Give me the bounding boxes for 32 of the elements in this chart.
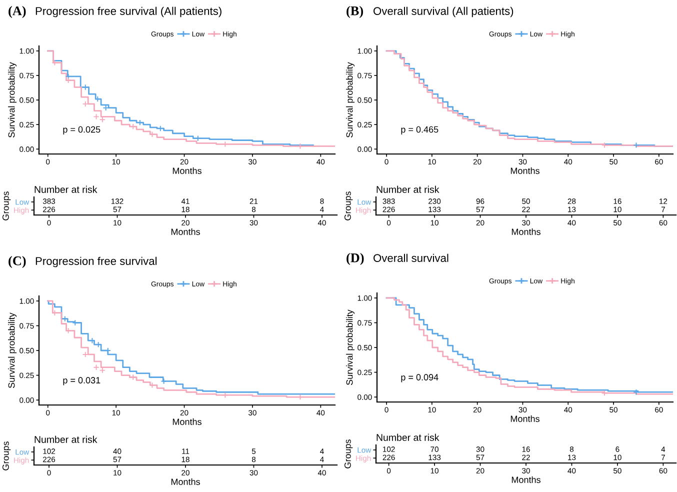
annotation: p = 0.094 [401,374,438,382]
x-axis-title: Months [171,478,200,485]
x-axis-title: Months [510,415,540,422]
annotation: p = 0.465 [401,126,438,134]
chart-title: Number at risk [376,186,440,193]
y-axis-title: Survival probability [8,62,16,138]
x-axis-title: Months [172,167,202,174]
y-axis-title: Survival probability [346,310,354,385]
x-axis-title: Months [172,418,202,425]
x-axis-title: Months [171,228,200,235]
x-axis-title: Months [510,167,540,174]
chart-title: Overall survival (All patients) [374,6,514,18]
y-axis-title: Groups [344,440,353,468]
chart-title: Number at risk [376,434,440,441]
x-axis-title: Months [512,228,540,235]
chart-title: Progression free survival [36,256,157,268]
chart-title: Overall survival [374,254,448,262]
y-axis-title: Groups [344,192,353,220]
chart-title: Progression free survival (All patients) [36,6,222,18]
annotation: p = 0.025 [63,126,100,134]
chart-title: Number at risk [34,186,98,193]
chart-title: Number at risk [34,436,98,443]
y-axis-title: Groups [2,192,11,220]
x-axis-title: Months [512,476,540,483]
text: (A) [8,6,26,18]
text: (B) [346,6,364,18]
text: (C) [8,256,26,268]
annotation: p = 0.031 [63,377,100,386]
y-axis-title: Survival probability [8,312,16,388]
y-axis-title: Groups [2,442,11,470]
text: (D) [346,253,364,265]
y-axis-title: Survival probability [346,62,354,138]
